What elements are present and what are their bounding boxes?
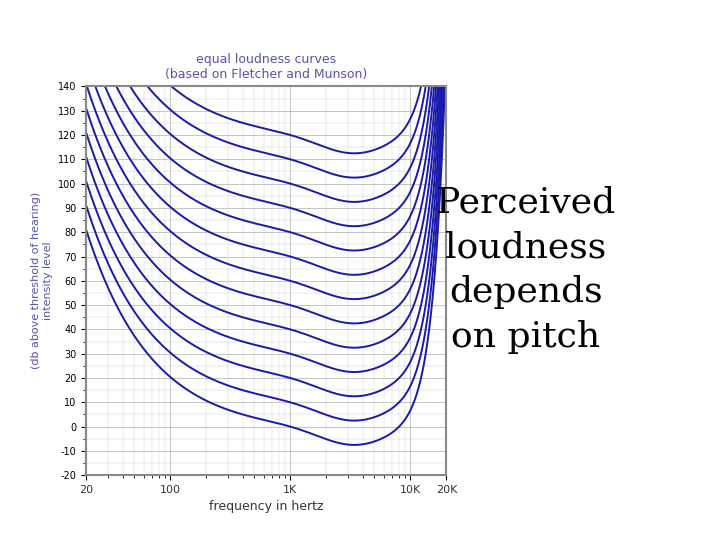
X-axis label: frequency in hertz: frequency in hertz	[209, 501, 324, 514]
Y-axis label: (db above threshold of hearing)
intensity level: (db above threshold of hearing) intensit…	[31, 192, 53, 369]
Text: Perceived
loudness
depends
on pitch: Perceived loudness depends on pitch	[436, 186, 615, 354]
Title: equal loudness curves
(based on Fletcher and Munson): equal loudness curves (based on Fletcher…	[166, 53, 367, 81]
